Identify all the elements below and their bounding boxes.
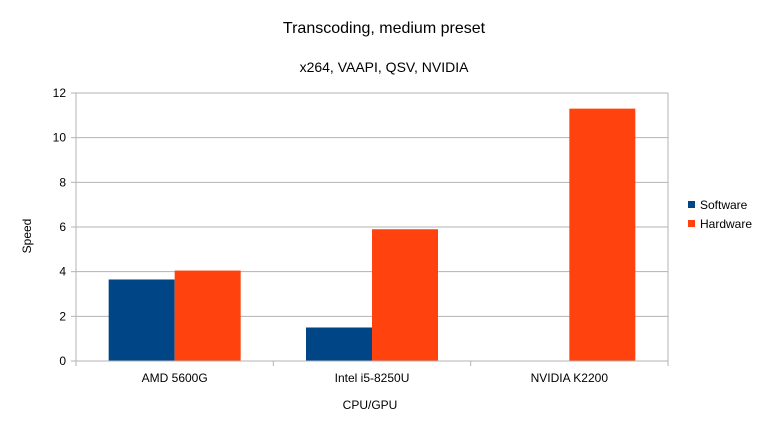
- bar: [569, 108, 636, 361]
- y-tick-label: 2: [59, 309, 66, 323]
- x-tick-label: Intel i5-8250U: [335, 371, 410, 385]
- y-tick-label: 10: [53, 131, 67, 145]
- axes: [71, 92, 669, 366]
- bar: [372, 229, 438, 361]
- y-tick-label: 0: [59, 354, 66, 368]
- chart-subtitle: x264, VAAPI, QSV, NVIDIA: [300, 59, 470, 75]
- bar: [306, 327, 372, 361]
- x-axis-title: CPU/GPU: [343, 398, 398, 412]
- x-tick-label: NVIDIA K2200: [531, 371, 609, 385]
- chart-title: Transcoding, medium preset: [283, 20, 486, 37]
- bar: [108, 279, 175, 361]
- x-tick-labels: AMD 5600G Intel i5-8250U NVIDIA K2200: [142, 371, 609, 385]
- legend-swatch: [688, 201, 695, 208]
- legend-label: Software: [700, 198, 748, 212]
- x-tick-label: AMD 5600G: [142, 371, 208, 385]
- legend-swatch: [688, 220, 695, 227]
- y-tick-label: 6: [59, 220, 66, 234]
- y-tick-label: 12: [53, 86, 67, 100]
- legend: Software Hardware: [688, 198, 752, 231]
- y-tick-label: 4: [59, 265, 66, 279]
- y-tick-labels: 0 2 4 6 8 10 12: [53, 86, 67, 368]
- legend-label: Hardware: [700, 217, 752, 231]
- y-axis-title: Speed: [20, 219, 34, 254]
- bars: [108, 108, 636, 361]
- bar: [174, 270, 241, 361]
- y-tick-label: 8: [59, 175, 66, 189]
